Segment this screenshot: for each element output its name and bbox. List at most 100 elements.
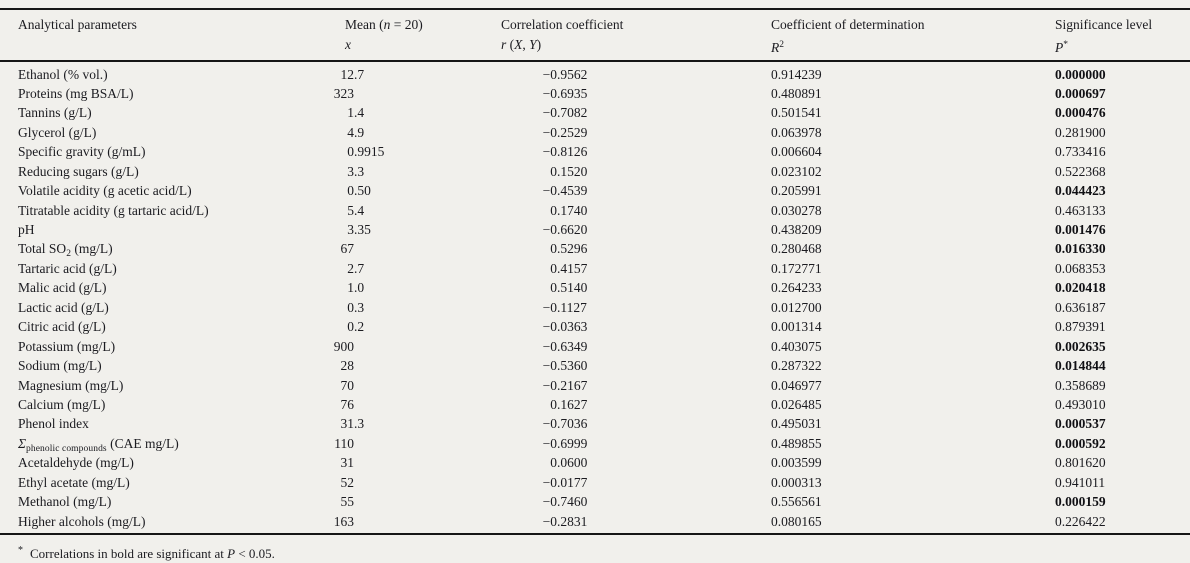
mean-int: 55 bbox=[340, 494, 355, 510]
param-cell: Malic acid (g/L) bbox=[18, 280, 107, 296]
significance-cell: 0.941011 bbox=[1055, 474, 1106, 490]
mean-frac: .7 bbox=[354, 66, 365, 82]
correlation-int: −0 bbox=[542, 299, 557, 315]
mean-cell: 1.4 bbox=[314, 103, 501, 122]
mean-int: 67 bbox=[340, 241, 355, 257]
mean-int: 0 bbox=[347, 299, 354, 315]
correlation-frac: .1740 bbox=[557, 202, 588, 218]
param-cell: Σphenolic compounds (CAE mg/L) bbox=[18, 435, 179, 454]
correlation-cell: 0.1627 bbox=[501, 395, 771, 414]
correlation-int: −0 bbox=[542, 124, 557, 140]
determination-cell: 0.556561 bbox=[771, 494, 822, 510]
significance-cell: 0.281900 bbox=[1055, 124, 1106, 140]
header-cell-mean: Mean (n = 20) x bbox=[345, 15, 501, 58]
table-row: Calcium (mg/L) 76 0.1627 0.026485 0.493010 bbox=[0, 395, 1190, 414]
correlation-cell: −0.2831 bbox=[501, 512, 771, 531]
table-row: Acetaldehyde (mg/L) 31 0.0600 0.003599 0.801… bbox=[0, 453, 1190, 472]
param-cell: Tannins (g/L) bbox=[18, 105, 92, 121]
mean-cell: 31 bbox=[314, 453, 501, 472]
table-row: Lactic acid (g/L) 0.3 −0.1127 0.012700 0.636… bbox=[0, 298, 1190, 317]
table-row: Malic acid (g/L) 1.0 0.5140 0.264233 0.02041… bbox=[0, 278, 1190, 297]
param-cell: Lactic acid (g/L) bbox=[18, 299, 109, 315]
mean-frac: .3 bbox=[354, 299, 365, 315]
mean-int: 4 bbox=[347, 124, 354, 140]
header-line1: Coefficient of determination bbox=[771, 17, 925, 32]
table-body: Ethanol (% vol.) 12.7 −0.9562 0.914239 0.000… bbox=[0, 62, 1190, 534]
mean-int: 12 bbox=[340, 66, 355, 82]
correlation-cell: −0.1127 bbox=[501, 298, 771, 317]
table-row: Tartaric acid (g/L) 2.7 0.4157 0.172771 0.06… bbox=[0, 259, 1190, 278]
correlation-cell: −0.6620 bbox=[501, 220, 771, 239]
correlation-cell: −0.7460 bbox=[501, 492, 771, 511]
significance-cell: 0.463133 bbox=[1055, 202, 1106, 218]
determination-cell: 0.489855 bbox=[771, 435, 822, 451]
mean-cell: 0.50 bbox=[314, 181, 501, 200]
determination-cell: 0.280468 bbox=[771, 241, 822, 257]
mean-int: 31 bbox=[340, 455, 355, 471]
mean-int: 1 bbox=[347, 105, 354, 121]
correlation-int: 0 bbox=[550, 202, 557, 218]
mean-int: 3 bbox=[347, 222, 354, 237]
table-row: Titratable acidity (g tartaric acid/L) 5.… bbox=[0, 201, 1190, 220]
table-row: Ethanol (% vol.) 12.7 −0.9562 0.914239 0.000… bbox=[0, 65, 1190, 84]
correlation-frac: .1520 bbox=[557, 163, 588, 179]
correlation-frac: .8126 bbox=[557, 144, 588, 160]
param-cell: Higher alcohols (mg/L) bbox=[18, 513, 146, 529]
mean-int: 76 bbox=[340, 396, 355, 412]
mean-cell: 1.0 bbox=[314, 278, 501, 297]
significance-cell: 0.358689 bbox=[1055, 377, 1106, 393]
header-cell-analytical-parameters: Analytical parameters bbox=[0, 15, 345, 58]
mean-cell: 2.7 bbox=[314, 259, 501, 278]
correlation-int: −0 bbox=[542, 474, 557, 490]
correlation-cell: 0.1520 bbox=[501, 162, 771, 181]
param-cell: Specific gravity (g/mL) bbox=[18, 144, 146, 160]
correlation-int: 0 bbox=[550, 241, 557, 257]
correlation-int: −0 bbox=[542, 377, 557, 393]
mean-int: 1 bbox=[347, 280, 354, 296]
mean-cell: 0.3 bbox=[314, 298, 501, 317]
mean-frac: .9915 bbox=[354, 144, 385, 160]
correlation-int: −0 bbox=[542, 66, 557, 82]
determination-cell: 0.264233 bbox=[771, 280, 822, 296]
param-cell: Phenol index bbox=[18, 416, 89, 432]
header-line2: R2 bbox=[771, 40, 784, 55]
correlation-cell: −0.4539 bbox=[501, 181, 771, 200]
significance-cell: 0.000159 bbox=[1055, 494, 1106, 510]
significance-cell: 0.000476 bbox=[1055, 105, 1106, 121]
table-top-rule bbox=[0, 8, 1190, 10]
correlation-cell: −0.0177 bbox=[501, 473, 771, 492]
param-cell: Glycerol (g/L) bbox=[18, 124, 97, 140]
mean-cell: 323 bbox=[314, 84, 501, 103]
correlation-int: −0 bbox=[542, 319, 557, 335]
param-cell: Ethyl acetate (mg/L) bbox=[18, 474, 130, 490]
correlation-cell: −0.6999 bbox=[501, 434, 771, 453]
param-cell: Titratable acidity (g tartaric acid/L) bbox=[18, 202, 209, 218]
determination-cell: 0.287322 bbox=[771, 358, 822, 374]
significance-cell: 0.014844 bbox=[1055, 358, 1106, 374]
table-row: Proteins (mg BSA/L) 323 −0.6935 0.480891 0.0… bbox=[0, 84, 1190, 103]
mean-frac: .3 bbox=[354, 416, 365, 432]
header-line2: r (X, Y) bbox=[501, 37, 542, 52]
significance-cell: 0.636187 bbox=[1055, 299, 1106, 315]
correlation-frac: .1127 bbox=[557, 299, 587, 315]
determination-cell: 0.501541 bbox=[771, 105, 822, 121]
table-row: Citric acid (g/L) 0.2 −0.0363 0.001314 0.879… bbox=[0, 317, 1190, 336]
determination-cell: 0.000313 bbox=[771, 474, 822, 490]
table-row: Σphenolic compounds (CAE mg/L) 110 −0.6999… bbox=[0, 434, 1190, 454]
determination-cell: 0.063978 bbox=[771, 124, 822, 140]
correlation-cell: 0.0600 bbox=[501, 453, 771, 472]
param-cell: Magnesium (mg/L) bbox=[18, 377, 124, 393]
significance-cell: 0.020418 bbox=[1055, 280, 1106, 296]
correlation-int: −0 bbox=[542, 338, 557, 354]
mean-int: 900 bbox=[333, 338, 354, 354]
significance-cell: 0.879391 bbox=[1055, 319, 1106, 335]
param-cell: Tartaric acid (g/L) bbox=[18, 260, 117, 276]
determination-cell: 0.172771 bbox=[771, 260, 822, 276]
mean-frac: .3 bbox=[354, 163, 365, 179]
mean-cell: 0.2 bbox=[314, 317, 501, 336]
correlation-int: −0 bbox=[542, 144, 557, 160]
table-row: Glycerol (g/L) 4.9 −0.2529 0.063978 0.281900 bbox=[0, 123, 1190, 142]
table-header-row: Analytical parameters Mean (n = 20) x Corre… bbox=[0, 10, 1190, 60]
correlation-int: 0 bbox=[550, 163, 557, 179]
